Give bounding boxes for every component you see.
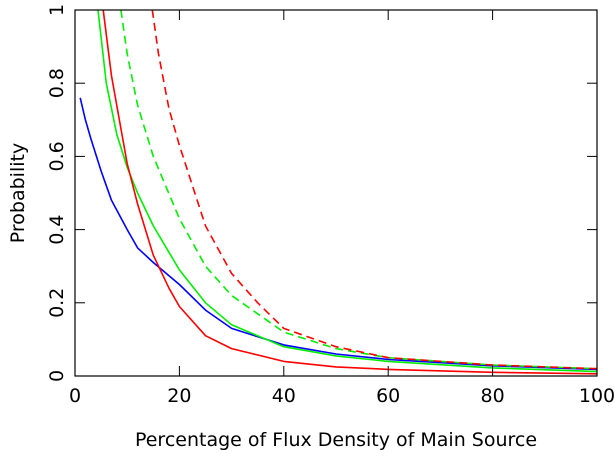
- y-axis-label: Probability: [7, 143, 29, 243]
- x-tick-label: 80: [481, 385, 505, 407]
- x-axis-label: Percentage of Flux Density of Main Sourc…: [135, 429, 537, 451]
- plot-frame: [74, 9, 598, 377]
- x-tick-label: 60: [376, 385, 400, 407]
- y-tick-label: 1: [46, 4, 68, 16]
- y-tick-label: 0: [46, 370, 68, 382]
- x-tick-label: 20: [167, 385, 191, 407]
- x-tick-label: 40: [272, 385, 296, 407]
- y-tick-label: 0.2: [46, 288, 68, 318]
- x-tick-label: 0: [69, 385, 81, 407]
- y-tick-label: 0.4: [46, 214, 68, 244]
- data-line: [102, 10, 597, 375]
- data-line: [120, 10, 597, 370]
- data-line: [97, 10, 597, 373]
- data-line: [79, 97, 597, 371]
- x-tick-label: 100: [579, 385, 614, 407]
- y-tick-label: 0.6: [46, 141, 68, 171]
- y-tick-label: 0.8: [46, 68, 68, 98]
